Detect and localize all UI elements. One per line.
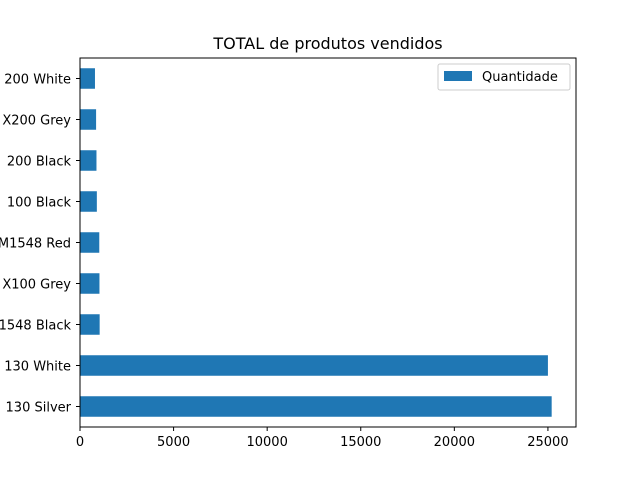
chart-title: TOTAL de produtos vendidos — [212, 34, 442, 53]
bar — [80, 109, 97, 130]
x-tick-label: 10000 — [246, 435, 287, 450]
y-tick-label: 200 White — [4, 73, 71, 88]
x-tick-label: 0 — [76, 435, 84, 450]
plot-frame — [79, 57, 577, 428]
y-tick-label: 1548 Black — [0, 319, 71, 334]
bars-group — [80, 68, 552, 417]
bar — [80, 191, 97, 212]
y-tick-label: 200 Black — [7, 155, 72, 170]
bar — [80, 273, 100, 294]
legend-swatch — [444, 71, 472, 81]
y-tick-label: 130 White — [4, 360, 71, 375]
legend-box — [437, 63, 571, 91]
bar — [80, 396, 552, 417]
y-tick-label: X200 Grey — [2, 114, 71, 129]
x-tick-label: 15000 — [340, 435, 381, 450]
legend-label: Quantidade — [482, 70, 558, 85]
x-tick-label: 5000 — [157, 435, 190, 450]
y-tick-labels: 130 Silver 130 White 1548 Black X100 Grey M1… — [0, 73, 80, 416]
legend: Quantidade — [437, 63, 571, 91]
bar — [80, 355, 548, 376]
bar — [80, 68, 95, 89]
x-tick-label: 25000 — [527, 435, 568, 450]
y-tick-label: X100 Grey — [2, 278, 71, 293]
bar — [80, 314, 100, 335]
bar — [80, 150, 97, 171]
y-tick-label: M1548 Red — [0, 237, 71, 252]
x-ticks: 0 5000 10000 15000 20000 25000 — [76, 427, 569, 450]
x-tick-label: 20000 — [434, 435, 475, 450]
y-tick-label: 130 Silver — [6, 401, 72, 416]
y-tick-label: 100 Black — [7, 196, 72, 211]
bar — [80, 232, 100, 253]
